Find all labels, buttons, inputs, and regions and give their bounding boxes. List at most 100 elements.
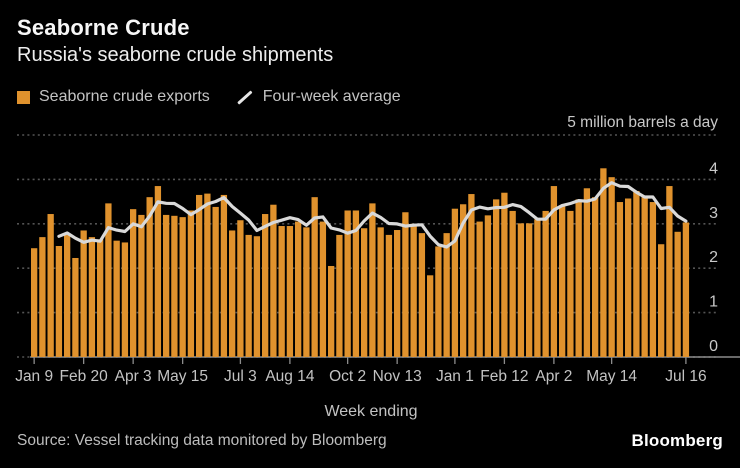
export-bar xyxy=(39,237,46,357)
x-axis-tick-label: Apr 2 xyxy=(535,368,572,385)
export-bar xyxy=(385,234,393,357)
export-bar xyxy=(113,240,120,357)
export-bar xyxy=(394,230,401,357)
export-bar xyxy=(121,242,129,357)
export-bar xyxy=(154,186,162,357)
export-bar xyxy=(311,197,318,357)
export-bar xyxy=(625,198,632,357)
export-bar xyxy=(171,215,178,357)
bloomberg-logo: Bloomberg xyxy=(631,431,723,450)
export-bar xyxy=(550,186,558,357)
export-bar xyxy=(361,228,368,357)
export-bar xyxy=(501,192,508,357)
export-bar xyxy=(64,234,71,357)
export-bar xyxy=(138,214,145,357)
y-axis-tick-label: 1 xyxy=(709,294,718,311)
y-axis-tick-label: 4 xyxy=(709,160,718,177)
export-bar xyxy=(410,223,417,357)
export-bar xyxy=(583,188,591,357)
export-bar xyxy=(633,190,640,357)
export-bar xyxy=(542,210,549,357)
export-bar xyxy=(253,236,261,357)
export-bar xyxy=(245,234,252,357)
export-bar xyxy=(196,194,203,357)
x-axis-title: Week ending xyxy=(324,403,417,420)
export-bar xyxy=(435,246,442,357)
export-bar xyxy=(377,227,384,357)
x-axis-tick-label: Jul 16 xyxy=(665,368,706,385)
export-bar xyxy=(55,246,63,357)
y-axis-tick-label: 2 xyxy=(709,249,718,266)
export-bar xyxy=(146,197,153,357)
legend-item-exports: Seaborne crude exports xyxy=(17,88,210,106)
export-bar xyxy=(567,210,574,357)
crude-exports-chart-svg: 5 million barrels a day 0 1 2 3 4 Jan 9 Feb 20 A… xyxy=(15,114,740,420)
chart-area: 5 million barrels a day 0 1 2 3 4 Jan 9 Feb 20 A… xyxy=(0,100,740,430)
export-bar xyxy=(649,202,657,357)
export-bar xyxy=(674,231,681,357)
export-bar xyxy=(682,222,690,357)
source-text: Source: Vessel tracking data monitored b… xyxy=(17,432,387,449)
x-axis-tick-label: Oct 2 xyxy=(329,368,366,385)
export-bar xyxy=(402,212,409,357)
x-axis-tick-label: Jan 1 xyxy=(436,368,474,385)
chart-subtitle: Russia's seaborne crude shipments xyxy=(17,44,334,66)
x-axis-tick-label: May 14 xyxy=(586,368,637,385)
export-bar xyxy=(526,223,533,357)
export-bar xyxy=(212,206,219,357)
x-axis-tick-label: Aug 14 xyxy=(265,368,315,385)
export-bar xyxy=(493,199,500,357)
export-bar xyxy=(278,226,285,357)
export-bar xyxy=(97,239,104,357)
chart-header: Seaborne Crude Russia's seaborne crude s… xyxy=(17,14,333,68)
export-bar xyxy=(130,209,137,357)
export-bar xyxy=(336,234,343,357)
y-axis-unit-label: 5 million barrels a day xyxy=(567,114,718,131)
x-axis-tick-label: Nov 13 xyxy=(373,368,422,385)
export-bar xyxy=(72,257,79,357)
export-bar xyxy=(220,194,228,357)
export-bar xyxy=(476,221,483,357)
x-axis-tick-label: Apr 3 xyxy=(115,368,152,385)
export-bar xyxy=(204,193,211,357)
export-bar xyxy=(616,202,624,357)
export-bar xyxy=(187,210,195,357)
y-axis-tick-label: 0 xyxy=(709,338,718,355)
export-bar xyxy=(600,168,607,357)
export-bar xyxy=(179,217,186,357)
export-bar xyxy=(352,210,360,357)
x-axis-tick-label: May 15 xyxy=(157,368,208,385)
export-bar xyxy=(468,194,475,357)
four-week-average-line xyxy=(57,181,688,249)
export-bar xyxy=(328,265,335,357)
chart-legend: Seaborne crude exports Four-week average xyxy=(17,88,401,106)
legend-label-average: Four-week average xyxy=(262,88,401,105)
export-bar xyxy=(262,214,269,357)
export-bar xyxy=(295,221,302,357)
export-bar xyxy=(105,203,112,357)
export-bar xyxy=(451,208,459,357)
x-axis-tick-label: Feb 20 xyxy=(60,368,109,385)
chart-footer: Source: Vessel tracking data monitored b… xyxy=(17,430,723,452)
export-bar xyxy=(641,196,648,357)
export-bar xyxy=(592,197,599,357)
export-bar xyxy=(427,275,434,357)
export-bar xyxy=(658,244,665,357)
export-bar xyxy=(286,226,294,357)
export-bar xyxy=(666,186,673,357)
export-bar xyxy=(344,210,351,357)
export-bar xyxy=(229,230,236,357)
export-bar xyxy=(80,230,87,357)
x-axis-tick-label: Jan 9 xyxy=(15,368,53,385)
x-axis-tick-label: Feb 12 xyxy=(480,368,528,385)
export-bar xyxy=(534,219,541,357)
export-bar xyxy=(47,214,54,357)
export-bar xyxy=(237,220,244,357)
x-axis-tick-label: Jul 3 xyxy=(224,368,257,385)
export-bar xyxy=(319,221,327,357)
export-bar xyxy=(31,248,38,357)
bar-swatch-icon xyxy=(17,90,30,104)
export-bar xyxy=(369,203,376,357)
export-bar xyxy=(517,223,525,357)
